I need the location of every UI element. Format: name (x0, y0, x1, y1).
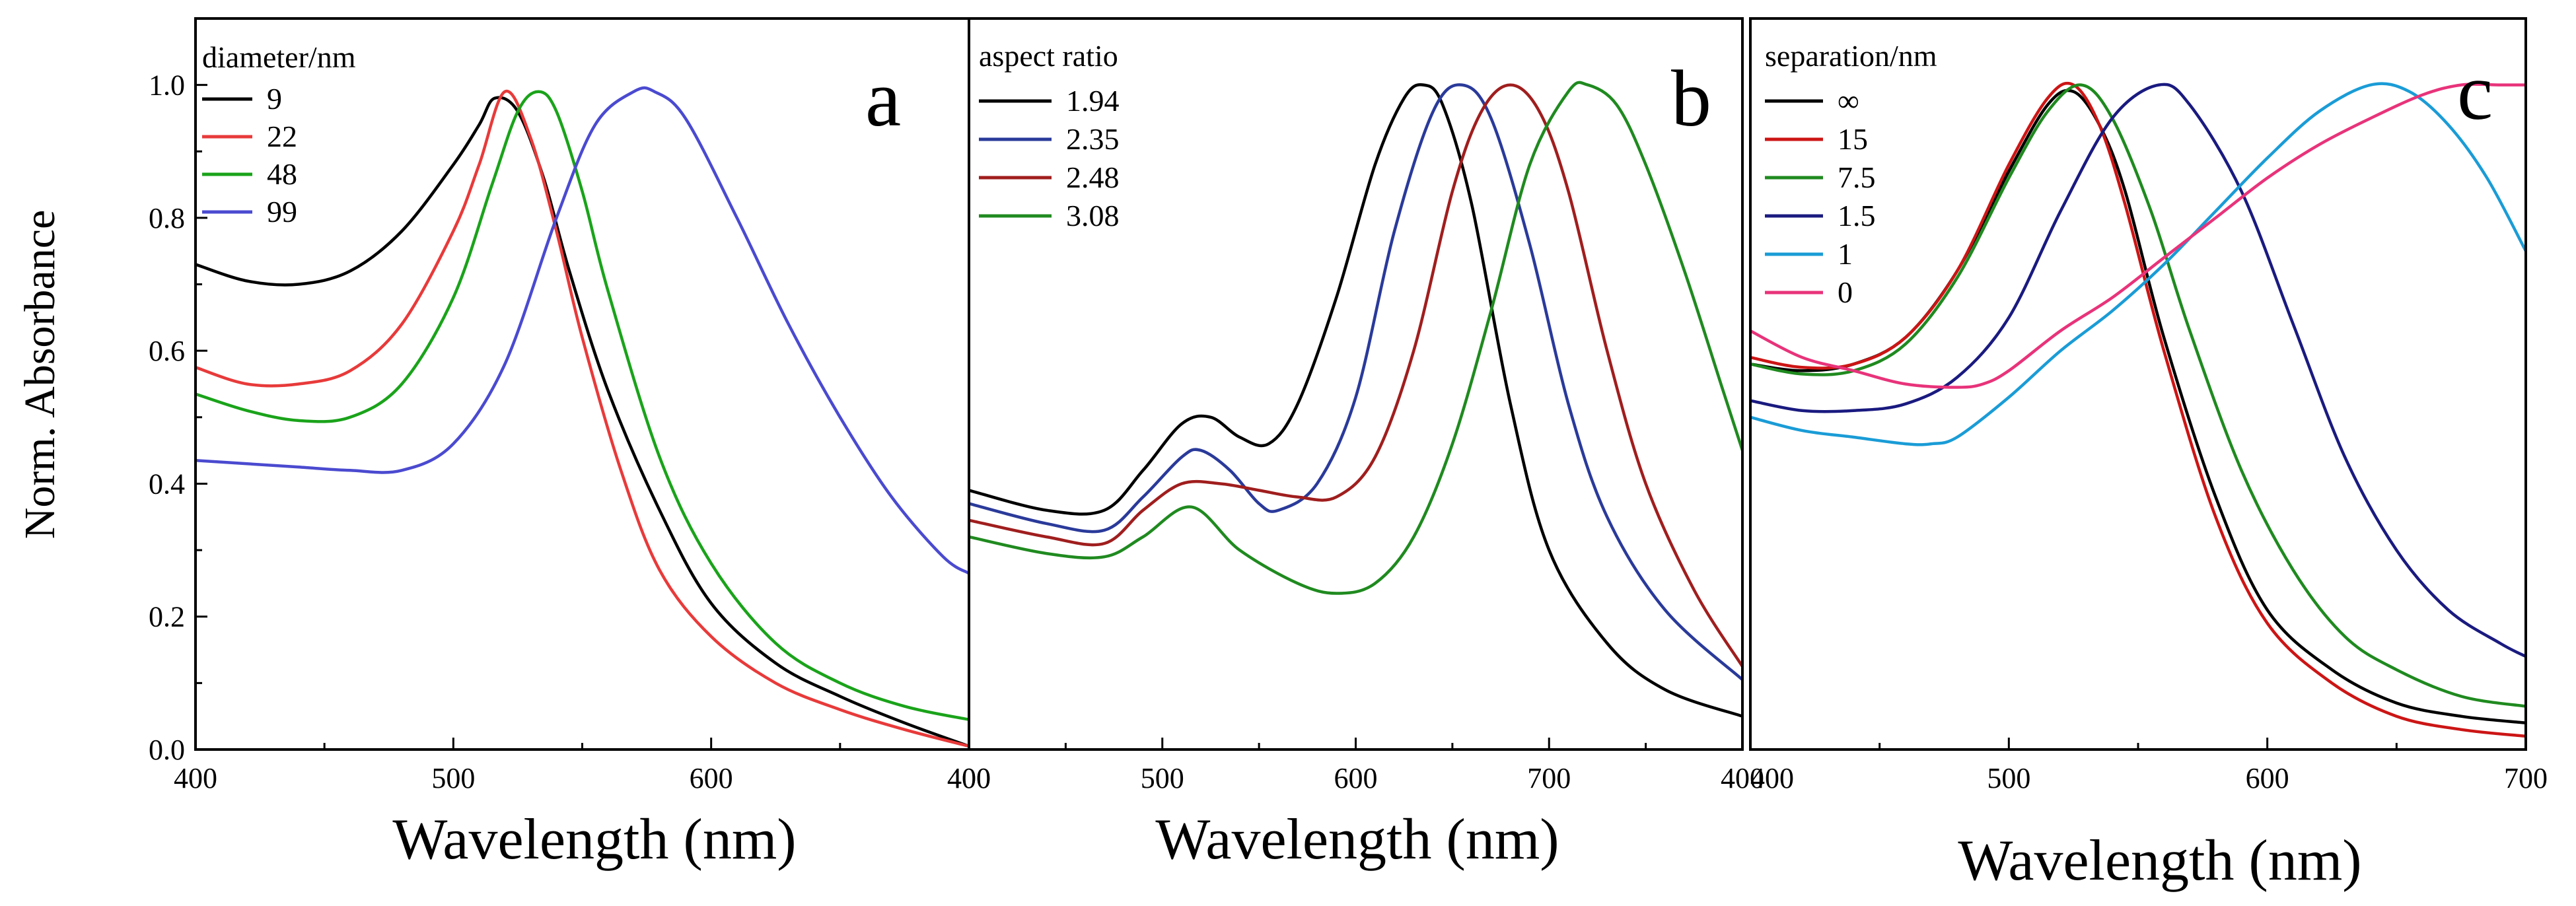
panel-b-legend-label: 1.94 (1066, 84, 1120, 118)
panel-c-legend-label: 1.5 (1838, 199, 1876, 232)
panel-a-curves (196, 86, 969, 748)
panel-c-x-tick-label: 600 (2246, 762, 2289, 794)
panel-a-y-tick-label: 0.4 (149, 468, 185, 500)
panel-c-curves (1750, 81, 2526, 738)
panel-a-series-1-line (196, 96, 969, 748)
panel-c-legend-label: 15 (1838, 122, 1868, 156)
panel-b-x-axis-title: Wavelength (nm) (1155, 808, 1559, 872)
panel-a-x-axis-title: Wavelength (nm) (392, 808, 796, 872)
panel-c-series-5-line (1750, 82, 2526, 446)
panel-c-ticks: 400 500 600 700 (1749, 738, 2548, 794)
panel-a-legend-title: diameter/nm (202, 40, 356, 74)
panel-b-x-tick-label: 600 (1334, 762, 1378, 794)
panel-b-legend-label: 2.35 (1066, 122, 1120, 156)
panel-a-legend-label: 48 (267, 157, 297, 191)
panel-c-legend-title: separation/nm (1765, 39, 1937, 73)
panel-b-x-tick-label: 500 (1141, 762, 1184, 794)
panel-a-x-tick-label: 600 (690, 762, 733, 794)
panel-c-series-2-line (1750, 81, 2526, 738)
panel-a-legend-label: 22 (267, 120, 297, 153)
panel-a-frame (194, 17, 970, 751)
panel-a-legend: 9 22 48 99 (202, 82, 297, 228)
panel-c: 400 500 600 700 separation/nm ∞ 15 7.5 1.5 1 0 c… (1749, 17, 2548, 893)
panel-a-x-tick-label: 400 (174, 762, 217, 794)
panel-c-x-tick-label: 700 (2504, 762, 2548, 794)
panel-c-x-axis-title: Wavelength (nm) (1958, 829, 2361, 893)
y-axis-label: Norm. Absorbance (16, 210, 64, 540)
panel-b: 400 500 600 700 400 aspect ratio 1.94 2.35 2.4… (947, 17, 1764, 872)
panel-a-series-3-line (196, 90, 969, 721)
panel-b-legend: 1.94 2.35 2.48 3.08 (979, 84, 1120, 232)
panel-a-letter: a (865, 54, 901, 143)
panel-c-x-tick-label: 400 (1750, 762, 1794, 794)
panel-a-y-tick-label: 0.2 (149, 601, 185, 633)
panel-c-series-3-line (1750, 83, 2526, 708)
panel-b-series-1-line (969, 83, 1742, 718)
panel-b-x-tick-label: 400 (1721, 762, 1764, 794)
panel-a-legend-label: 99 (267, 195, 297, 228)
panel-b-series-3-line (969, 83, 1742, 668)
panel-b-series-2-line (969, 83, 1742, 681)
panel-a-series-2-line (196, 89, 969, 748)
panel-a-x-tick-label: 500 (431, 762, 475, 794)
panel-a-y-tick-label: 0.6 (149, 335, 185, 367)
panel-a-y-tick-label: 0.8 (149, 202, 185, 234)
panel-a-y-tick-label: 0.0 (149, 734, 185, 766)
panel-c-series-4-line (1750, 83, 2526, 658)
panel-b-x-tick-label: 400 (947, 762, 991, 794)
panel-c-letter: c (2457, 48, 2493, 137)
panel-b-curves (969, 81, 1742, 718)
panel-c-x-tick-label: 500 (1987, 762, 2030, 794)
panel-c-legend-label: ∞ (1838, 84, 1859, 118)
panel-c-legend: ∞ 15 7.5 1.5 1 0 (1765, 84, 1876, 309)
panel-b-legend-title: aspect ratio (979, 39, 1118, 73)
panel-b-ticks: 400 500 600 700 400 (947, 738, 1764, 794)
panel-a-y-tick-label: 1.0 (149, 69, 185, 102)
panel-b-series-4-line (969, 81, 1742, 595)
panel-b-letter: b (1671, 54, 1711, 143)
panel-a-x-tick-label: 400 (947, 762, 991, 794)
panel-c-series-6-line (1750, 83, 2526, 389)
panel-a-legend-label: 9 (267, 82, 282, 116)
panel-c-legend-label: 7.5 (1838, 160, 1876, 194)
panel-b-legend-label: 3.08 (1066, 199, 1120, 232)
panel-b-legend-label: 2.48 (1066, 160, 1120, 194)
panel-c-legend-label: 0 (1838, 275, 1853, 309)
panel-b-x-tick-label: 700 (1527, 762, 1571, 794)
panel-a-series-4-line (196, 86, 969, 575)
panel-c-legend-label: 1 (1838, 237, 1853, 271)
